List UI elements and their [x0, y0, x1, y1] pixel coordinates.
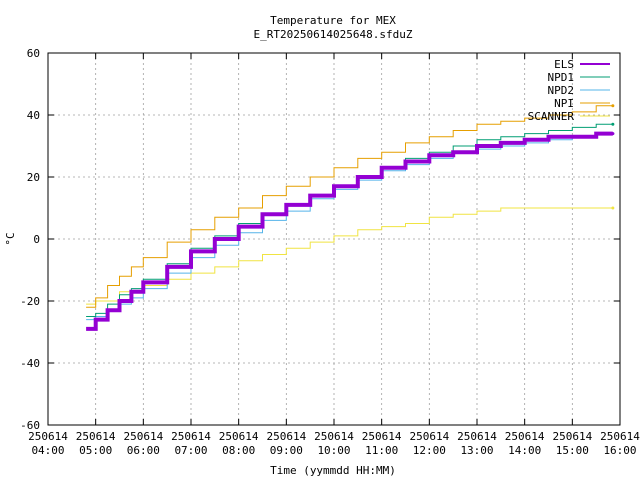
- x-tick-date-label: 250614: [552, 430, 592, 443]
- legend-label-npd2: NPD2: [548, 84, 575, 97]
- y-axis-label: °C: [4, 232, 17, 245]
- x-tick-date-label: 250614: [600, 430, 640, 443]
- x-tick-date-label: 250614: [505, 430, 545, 443]
- x-tick-date-label: 250614: [123, 430, 163, 443]
- y-axis-ticks: -60 -40 -20 0 20 40 60: [20, 47, 620, 432]
- x-tick-time-label: 06:00: [127, 444, 160, 457]
- x-tick-date-label: 250614: [457, 430, 497, 443]
- series-line-els: [86, 131, 613, 331]
- series-end-point-npd1: [611, 122, 615, 126]
- series-end-point-npi: [611, 104, 615, 108]
- y-tick-label: -60: [20, 419, 40, 432]
- x-tick-time-label: 10:00: [317, 444, 350, 457]
- series-end-point-scanner: [611, 206, 615, 210]
- series-line-npd2: [86, 133, 613, 321]
- x-tick-time-label: 13:00: [460, 444, 493, 457]
- x-tick-time-label: 16:00: [603, 444, 636, 457]
- x-tick-time-label: 08:00: [222, 444, 255, 457]
- series-line-scanner: [86, 207, 613, 305]
- x-tick-date-label: 250614: [362, 430, 402, 443]
- y-tick-label: 60: [27, 47, 40, 60]
- chart-title: Temperature for MEX: [270, 14, 396, 27]
- x-tick-date-label: 250614: [171, 430, 211, 443]
- y-tick-label: -40: [20, 357, 40, 370]
- x-tick-time-label: 11:00: [365, 444, 398, 457]
- x-tick-time-label: 09:00: [270, 444, 303, 457]
- x-tick-time-label: 12:00: [413, 444, 446, 457]
- series-end-point-els: [611, 132, 615, 136]
- chart-subtitle: E_RT20250614025648.sfduZ: [254, 28, 413, 41]
- x-axis-label: Time (yymmdd HH:MM): [270, 464, 396, 477]
- x-tick-date-label: 250614: [219, 430, 259, 443]
- x-tick-time-label: 05:00: [79, 444, 112, 457]
- x-axis-ticks: 25061404:0025061405:0025061406:002506140…: [28, 53, 640, 457]
- x-tick-time-label: 07:00: [174, 444, 207, 457]
- series-line-npd1: [86, 123, 613, 317]
- x-tick-date-label: 250614: [76, 430, 116, 443]
- legend-label-els: ELS: [554, 58, 574, 71]
- x-tick-date-label: 250614: [266, 430, 306, 443]
- x-tick-date-label: 250614: [314, 430, 354, 443]
- x-tick-time-label: 15:00: [556, 444, 589, 457]
- y-tick-label: 40: [27, 109, 40, 122]
- x-tick-date-label: 250614: [409, 430, 449, 443]
- x-tick-time-label: 14:00: [508, 444, 541, 457]
- legend-label-npd1: NPD1: [548, 71, 575, 84]
- legend-label-scanner: SCANNER: [528, 110, 575, 123]
- grid: [48, 53, 620, 425]
- y-tick-label: 20: [27, 171, 40, 184]
- series-lines: [86, 104, 615, 331]
- legend-label-npi: NPI: [554, 97, 574, 110]
- x-tick-date-label: 250614: [28, 430, 68, 443]
- y-tick-label: -20: [20, 295, 40, 308]
- series-line-npi: [86, 105, 613, 308]
- x-tick-time-label: 04:00: [31, 444, 64, 457]
- y-tick-label: 0: [33, 233, 40, 246]
